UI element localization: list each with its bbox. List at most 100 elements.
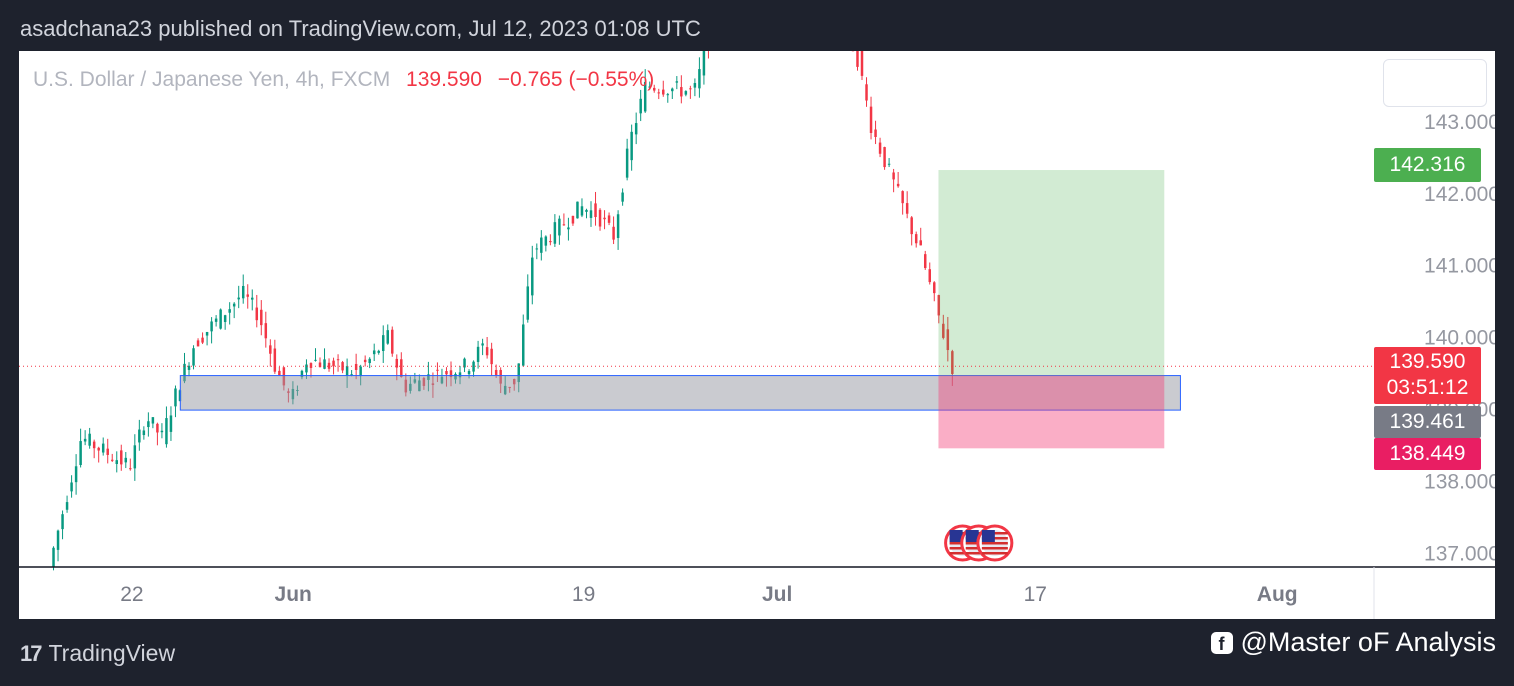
- candle-body: [490, 348, 493, 365]
- candle-body: [910, 217, 913, 235]
- candle-body: [449, 370, 453, 378]
- candle-body: [300, 370, 304, 378]
- candle-body: [526, 286, 530, 320]
- candle-body: [133, 445, 137, 469]
- candle-body: [241, 285, 245, 299]
- candle-body: [381, 335, 385, 351]
- demand-zone: [179, 375, 1181, 411]
- candle-body: [643, 81, 647, 112]
- candle-body: [522, 324, 525, 366]
- candle-body: [553, 222, 557, 244]
- x-tick-label: Jun: [275, 583, 312, 606]
- candle-body: [445, 371, 448, 375]
- candle-body: [160, 430, 164, 433]
- candle-body: [205, 332, 209, 336]
- candle-body: [232, 303, 236, 307]
- chart-corner-widget[interactable]: [1383, 59, 1487, 107]
- candle-body: [657, 92, 660, 94]
- y-tick-label: 140.000: [1424, 327, 1495, 350]
- candle-body: [463, 358, 466, 368]
- candle-body: [666, 94, 670, 96]
- candle-body: [923, 254, 927, 269]
- bar-countdown: 03:51:12: [1386, 376, 1469, 399]
- price-chart[interactable]: 137.000138.000139.000140.000141.000142.0…: [19, 51, 1495, 619]
- candle-body: [576, 201, 579, 219]
- candle-body: [323, 359, 326, 369]
- candle-body: [874, 129, 877, 138]
- candle-body: [562, 224, 566, 226]
- y-tick-label: 142.000: [1424, 183, 1495, 206]
- candle-body: [585, 209, 588, 212]
- x-tick-label: 22: [120, 583, 143, 606]
- candle-body: [887, 163, 891, 165]
- candle-body: [214, 318, 218, 322]
- candle-body: [458, 372, 462, 378]
- candle-body: [684, 91, 688, 95]
- target-price-label: 142.316: [1374, 148, 1481, 182]
- candle-body: [372, 350, 376, 355]
- candle-body: [305, 364, 308, 373]
- candle-body: [946, 329, 950, 351]
- candle-body: [74, 466, 78, 483]
- chart-area[interactable]: 137.000138.000139.000140.000141.000142.0…: [19, 51, 1495, 619]
- candle-body: [905, 203, 909, 214]
- candle-body: [598, 209, 602, 227]
- candle-body: [494, 369, 498, 376]
- candle-body: [472, 361, 475, 372]
- candle-body: [400, 359, 403, 377]
- candle-body: [485, 347, 489, 356]
- symbol-name: U.S. Dollar / Japanese Yen, 4h, FXCM: [33, 68, 391, 91]
- candle-body: [580, 206, 584, 216]
- candle-body: [634, 123, 638, 135]
- candle-body: [255, 307, 259, 321]
- candle-body: [549, 240, 552, 243]
- symbol-info: U.S. Dollar / Japanese Yen, 4h, FXCM 139…: [33, 68, 654, 92]
- candle-body: [865, 84, 868, 101]
- candle-body: [951, 351, 954, 375]
- candle-body: [219, 309, 222, 329]
- brand-name: TradingView: [48, 640, 176, 666]
- candle-body: [693, 83, 697, 88]
- candle-body: [363, 359, 367, 363]
- candle-body: [671, 88, 674, 92]
- candle-body: [138, 429, 141, 443]
- candle-body: [65, 502, 69, 510]
- candle-body: [639, 98, 642, 114]
- candle-body: [260, 309, 263, 326]
- candle-body: [476, 346, 480, 362]
- y-tick-label: 141.000: [1424, 255, 1495, 278]
- tradingview-logo-icon: 17: [20, 640, 43, 666]
- us-flag-icon[interactable]: [976, 524, 1014, 562]
- x-tick-label: Jul: [762, 583, 792, 606]
- candle-body: [689, 88, 692, 90]
- author-credit: f @Master oF Analysis: [1210, 627, 1497, 658]
- candle-body: [612, 226, 615, 240]
- candle-body: [278, 370, 281, 376]
- candle-body: [869, 106, 873, 133]
- candle-body: [933, 282, 936, 294]
- candle-body: [332, 360, 335, 367]
- social-handle: @Master oF Analysis: [1240, 627, 1497, 657]
- candle-body: [942, 323, 945, 338]
- y-tick-label: 138.000: [1424, 471, 1495, 494]
- candle-body: [883, 147, 886, 168]
- current-price-label: 139.590 03:51:12: [1374, 347, 1481, 404]
- x-tick-label: 17: [1024, 583, 1047, 606]
- candle-body: [187, 365, 191, 370]
- candle-body: [901, 191, 904, 204]
- candle-body: [101, 443, 105, 453]
- candle-body: [345, 366, 349, 376]
- candle-body: [309, 363, 313, 368]
- candle-body: [558, 218, 561, 236]
- candle-body: [928, 269, 931, 283]
- candle-body: [878, 142, 882, 154]
- candle-body: [336, 359, 340, 361]
- x-tick-label: Aug: [1257, 583, 1298, 606]
- candle-body: [83, 438, 87, 442]
- candle-body: [106, 448, 109, 455]
- candle-body: [571, 215, 575, 224]
- position-target-zone: [938, 170, 1165, 376]
- candle-body: [359, 366, 362, 377]
- candle-body: [196, 340, 200, 347]
- candle-body: [156, 423, 159, 433]
